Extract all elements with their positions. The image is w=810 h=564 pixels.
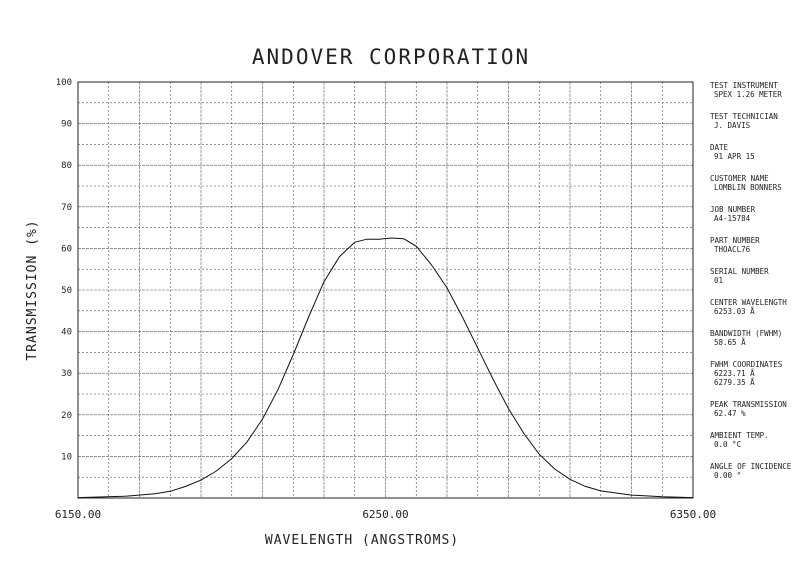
- info-label: FWHM COORDINATES: [710, 360, 783, 369]
- y-tick-label: 20: [61, 411, 72, 421]
- y-tick-label: 40: [61, 328, 72, 338]
- info-label: PART NUMBER: [710, 236, 760, 245]
- info-label: CENTER WAVELENGTH: [710, 298, 787, 307]
- info-value: 6253.03 Å: [714, 307, 755, 316]
- y-tick-label: 60: [61, 244, 72, 254]
- info-label: TEST INSTRUMENT: [710, 81, 778, 90]
- info-label: DATE: [710, 143, 729, 152]
- x-axis-label: WAVELENGTH (ANGSTROMS): [265, 533, 459, 548]
- y-tick-label: 70: [61, 203, 72, 213]
- info-label: ANGLE OF INCIDENCE: [710, 462, 792, 471]
- info-value: 58.65 Å: [714, 338, 746, 347]
- y-tick-label: 10: [61, 452, 72, 462]
- chart-title: ANDOVER CORPORATION: [252, 45, 530, 69]
- x-tick-label: 6150.00: [55, 508, 101, 521]
- x-tick-labels: 6150.00 6250.00 6350.00: [55, 508, 716, 521]
- info-label: JOB NUMBER: [710, 205, 756, 214]
- info-value: 01: [714, 276, 723, 285]
- info-label: TEST TECHNICIAN: [710, 112, 778, 121]
- info-label: AMBIENT TEMP.: [710, 431, 769, 440]
- info-label: CUSTOMER NAME: [710, 174, 769, 183]
- chart-grid: [78, 82, 693, 498]
- info-value: LOMBLIN BONNERS: [714, 183, 782, 192]
- y-tick-label: 30: [61, 369, 72, 379]
- info-value: 91 APR 15: [714, 152, 755, 161]
- info-value: 6223.71 Å: [714, 369, 755, 378]
- transmission-curve: [77, 237, 694, 499]
- info-value: 62.47 %: [714, 409, 746, 418]
- info-value: A4-15784: [714, 214, 751, 223]
- plot-frame: [77, 81, 694, 499]
- info-value: 0.0 °C: [714, 440, 741, 449]
- y-tick-label: 50: [61, 286, 72, 296]
- info-value: THOACL76: [714, 245, 751, 254]
- info-label: PEAK TRANSMISSION: [710, 400, 787, 409]
- y-tick-label: 100: [56, 78, 72, 88]
- info-value: 6279.35 Å: [714, 378, 755, 387]
- info-label: BANDWIDTH (FWHM): [710, 329, 782, 338]
- y-tick-label: 90: [61, 120, 72, 130]
- info-value: 0.00 °: [714, 471, 741, 480]
- y-tick-label: 80: [61, 161, 72, 171]
- info-label: SERIAL NUMBER: [710, 267, 769, 276]
- info-value: J. DAVIS: [714, 121, 751, 130]
- x-tick-label: 6250.00: [362, 508, 408, 521]
- x-tick-label: 6350.00: [670, 508, 716, 521]
- y-tick-labels: 10 20 30 40 50 60 70 80 90 100: [56, 78, 72, 462]
- y-axis-label: TRANSMISSION (%): [25, 219, 40, 360]
- info-value: SPEX 1.26 METER: [714, 90, 782, 99]
